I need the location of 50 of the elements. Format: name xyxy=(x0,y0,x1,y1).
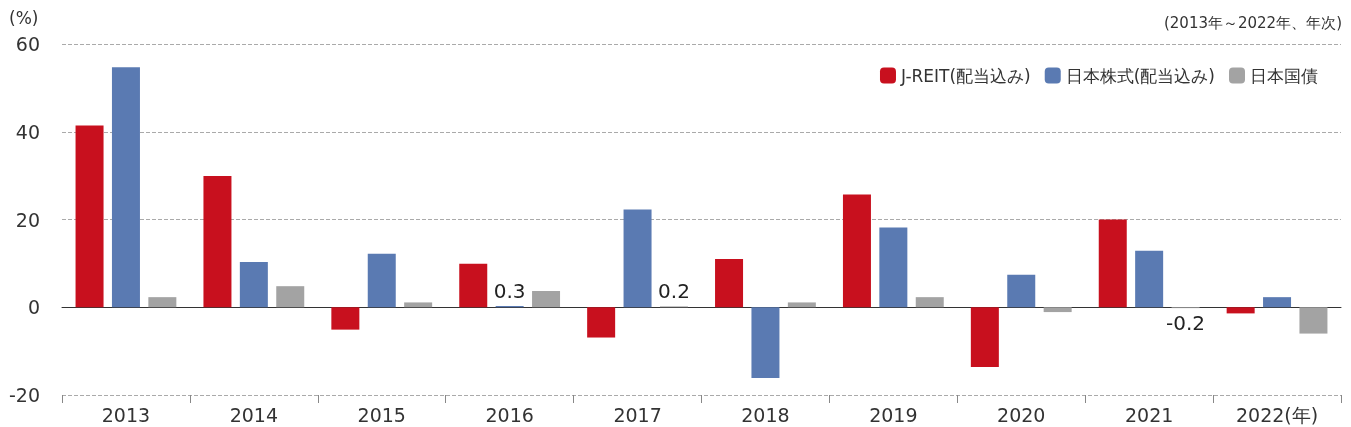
legend-label: 日本株式(配当込み) xyxy=(1065,65,1215,86)
bar xyxy=(331,307,360,330)
bar xyxy=(879,227,908,308)
bar xyxy=(367,253,396,308)
x-tick-label: 2016 xyxy=(485,403,534,426)
bar xyxy=(203,176,232,308)
x-tick-label: 2019 xyxy=(869,403,918,426)
bar xyxy=(1135,250,1164,308)
bar xyxy=(1299,307,1328,334)
x-tick-label: 2013 xyxy=(101,403,151,426)
x-tick-label: 2020 xyxy=(997,403,1046,426)
bar xyxy=(75,125,104,308)
data-label: 0.2 xyxy=(658,279,690,304)
x-tick-label: 2014 xyxy=(229,403,279,426)
bar xyxy=(404,302,433,308)
legend-label: 日本国債 xyxy=(1250,65,1318,86)
legend-label: J-REIT(配当込み) xyxy=(899,65,1031,86)
x-tick-label: 2018 xyxy=(741,403,790,426)
bar xyxy=(623,209,652,308)
bar xyxy=(239,262,268,308)
bar xyxy=(111,67,140,308)
y-tick-label: 20 xyxy=(15,208,40,231)
bar xyxy=(915,297,944,308)
x-tick-label: 2022(年) xyxy=(1235,403,1319,426)
y-axis-title: (%) xyxy=(9,7,39,28)
y-tick-label: 40 xyxy=(15,120,40,143)
text: (2013年～2022年、年次) xyxy=(1163,13,1343,32)
bar xyxy=(1043,307,1072,313)
bar xyxy=(1263,297,1292,308)
bar xyxy=(276,286,305,308)
x-tick-label: 2015 xyxy=(357,403,406,426)
bar xyxy=(1007,274,1036,308)
bar xyxy=(532,291,561,308)
bar xyxy=(587,307,616,338)
bar xyxy=(1098,219,1127,308)
bar xyxy=(970,307,999,367)
bar xyxy=(148,297,177,308)
bar xyxy=(715,258,744,308)
bar xyxy=(751,307,780,378)
y-tick-label: -20 xyxy=(8,384,40,406)
bar xyxy=(842,194,871,308)
x-tick-label: 2017 xyxy=(613,403,662,426)
bar xyxy=(459,263,488,308)
data-label: 0.3 xyxy=(493,278,526,303)
y-tick-label: 60 xyxy=(15,33,40,55)
x-tick-label: 2021 xyxy=(1124,403,1174,426)
data-label: -0.2 xyxy=(1166,311,1206,336)
bar xyxy=(787,302,816,308)
bar xyxy=(1226,307,1255,314)
y-tick-label: 0 xyxy=(27,296,40,319)
